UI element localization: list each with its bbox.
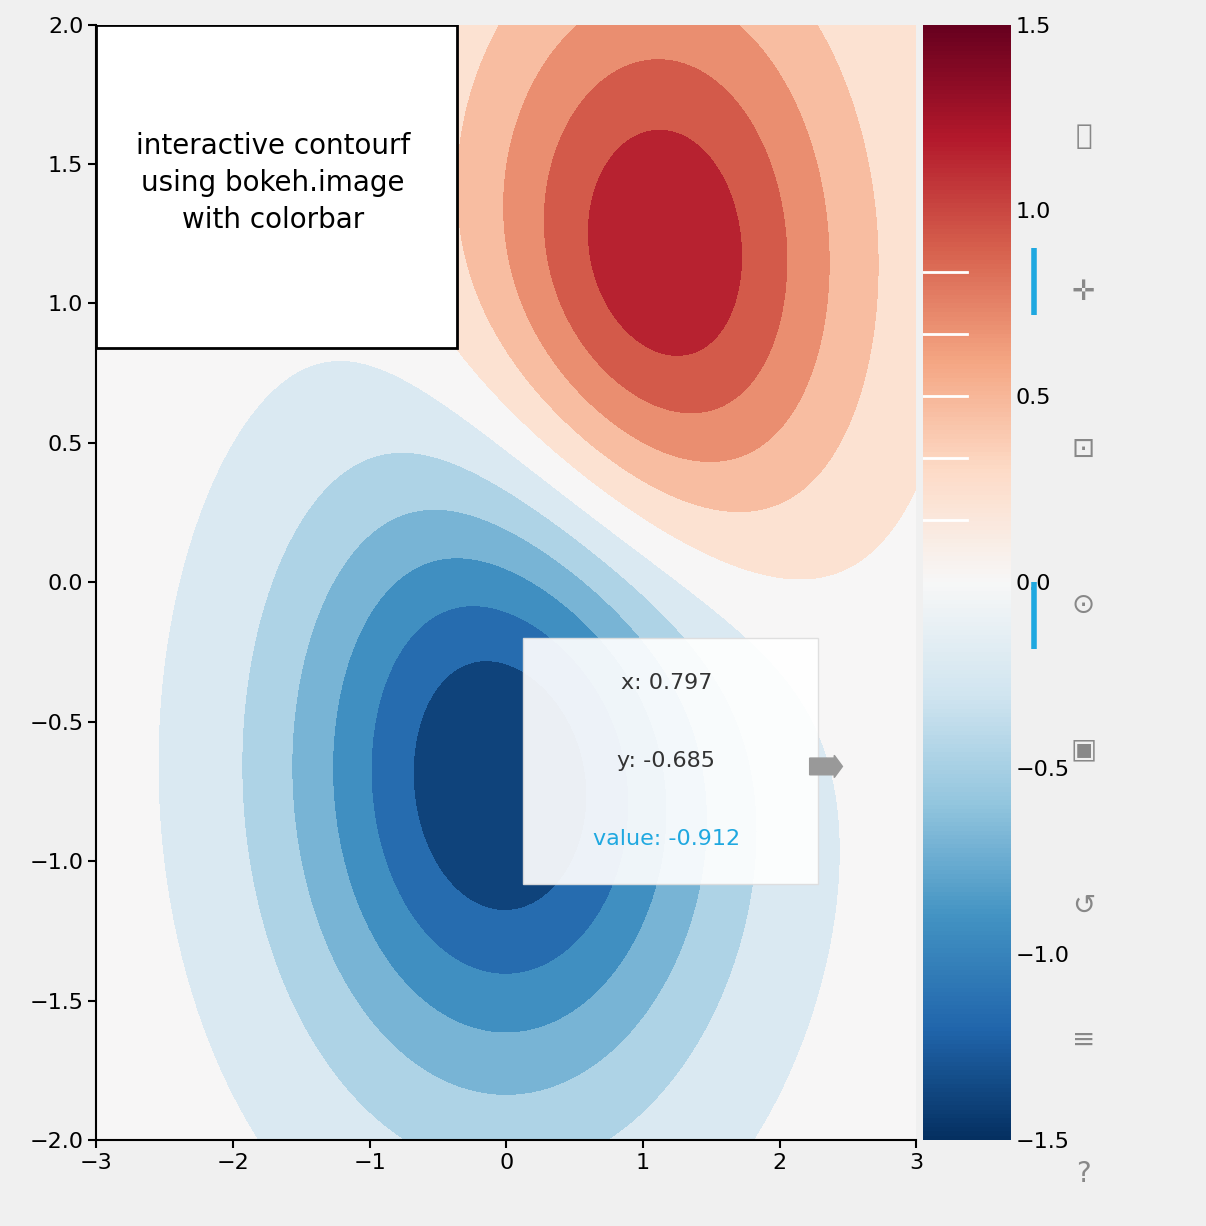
- Text: y: -0.685: y: -0.685: [617, 750, 715, 771]
- FancyBboxPatch shape: [522, 638, 818, 884]
- Text: ✛: ✛: [1072, 278, 1095, 306]
- Text: 🎨: 🎨: [1076, 123, 1091, 150]
- Text: ?: ?: [1076, 1160, 1091, 1188]
- FancyBboxPatch shape: [96, 25, 457, 348]
- Text: ↺: ↺: [1072, 891, 1095, 920]
- Text: interactive contourf
using bokeh.image
with colorbar: interactive contourf using bokeh.image w…: [135, 132, 410, 234]
- Text: value: -0.912: value: -0.912: [592, 829, 739, 848]
- Text: x: 0.797: x: 0.797: [621, 673, 712, 693]
- Text: ⊡: ⊡: [1072, 434, 1095, 462]
- Text: ≡: ≡: [1072, 1026, 1095, 1054]
- FancyArrow shape: [809, 755, 843, 777]
- Text: ▣: ▣: [1071, 736, 1096, 764]
- Text: ⊙: ⊙: [1072, 591, 1095, 619]
